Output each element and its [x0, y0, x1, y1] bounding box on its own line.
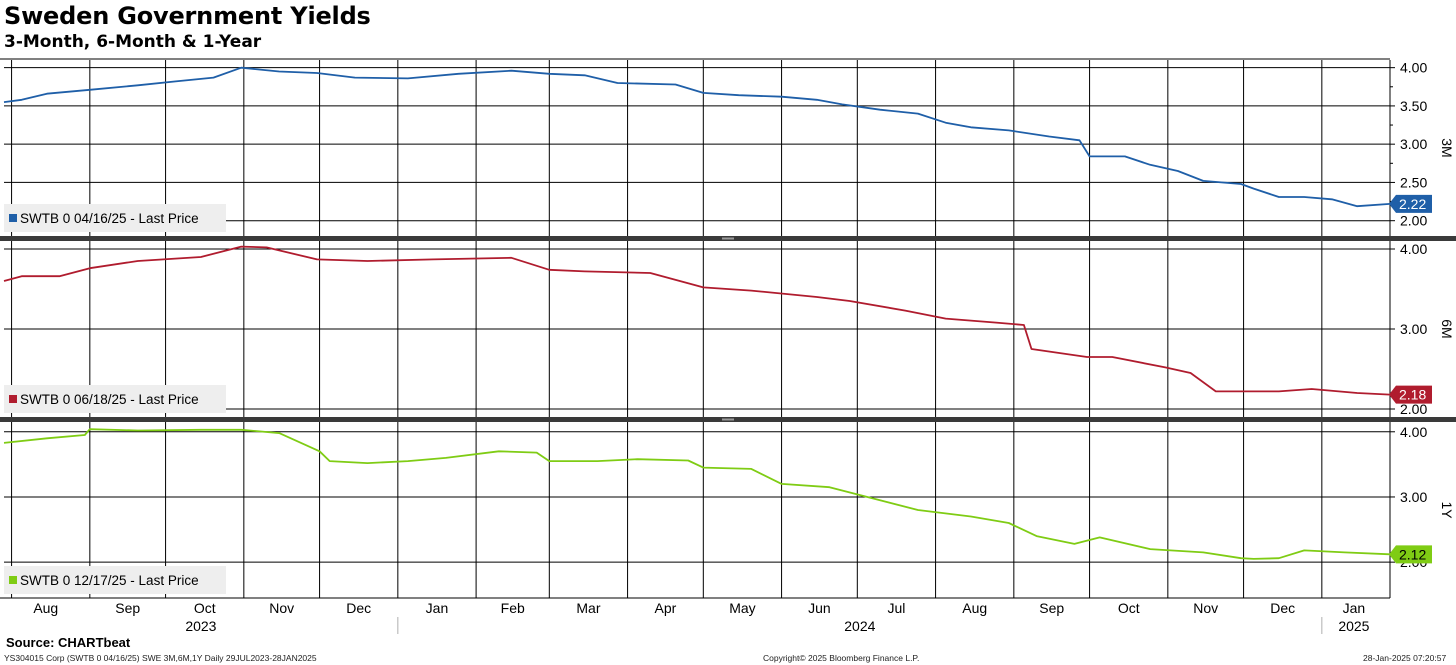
x-year-label: 2025 — [1338, 618, 1369, 634]
legend-box — [4, 385, 226, 413]
x-tick-label: Aug — [33, 600, 58, 616]
legend-swatch — [9, 214, 17, 222]
separator-handle — [722, 237, 734, 240]
x-tick-label: Jan — [426, 600, 449, 616]
legend-label: SWTB 0 04/16/25 - Last Price — [20, 211, 199, 226]
x-tick-label: Jun — [808, 600, 831, 616]
y-tick-label: 3.00 — [1400, 489, 1427, 505]
y-tick-label: 4.00 — [1400, 241, 1427, 257]
chart-subtitle: 3-Month, 6-Month & 1-Year — [4, 32, 262, 52]
x-tick-label: Jul — [887, 600, 905, 616]
x-year-label: 2024 — [844, 618, 875, 634]
x-tick-label: Sep — [115, 600, 140, 616]
x-tick-label: Feb — [501, 600, 525, 616]
y-tick-label: 2.50 — [1400, 174, 1427, 190]
copyright-text: Copyright© 2025 Bloomberg Finance L.P. — [763, 653, 920, 663]
last-value-badge — [1389, 385, 1432, 404]
x-tick-label: Apr — [655, 600, 677, 616]
x-tick-label: Nov — [269, 600, 294, 616]
x-tick-label: Sep — [1039, 600, 1064, 616]
x-year-label: 2023 — [185, 618, 216, 634]
source-label: Source: CHARTbeat — [6, 635, 131, 650]
x-tick-label: Oct — [194, 600, 216, 616]
legend-box — [4, 566, 226, 594]
series-line — [3, 66, 1391, 208]
y-tick-label: 3.50 — [1400, 98, 1427, 114]
x-tick-label: Aug — [962, 600, 987, 616]
ticker-info: YS304015 Corp (SWTB 0 04/16/25) SWE 3M,6… — [4, 653, 317, 663]
legend-label: SWTB 0 06/18/25 - Last Price — [20, 392, 199, 407]
chart-title: Sweden Government Yields — [4, 2, 371, 30]
last-value-label: 2.12 — [1399, 546, 1426, 562]
x-tick-label: Nov — [1193, 600, 1218, 616]
y-tick-label: 3.00 — [1400, 321, 1427, 337]
y-tick-label: 2.00 — [1400, 401, 1427, 417]
x-tick-label: Mar — [576, 600, 600, 616]
series-line — [3, 428, 1391, 560]
x-tick-label: Jan — [1343, 600, 1366, 616]
panel-axis-label: 6M — [1439, 319, 1455, 338]
legend-swatch — [9, 576, 17, 584]
last-value-badge — [1389, 194, 1432, 213]
y-tick-label: 2.00 — [1400, 213, 1427, 229]
last-value-label: 2.22 — [1399, 196, 1426, 212]
series-line — [3, 245, 1391, 396]
x-tick-label: May — [729, 600, 755, 616]
last-value-label: 2.18 — [1399, 387, 1426, 403]
last-value-badge — [1389, 545, 1432, 564]
x-tick-label: Dec — [346, 600, 371, 616]
panel-axis-label: 1Y — [1439, 501, 1455, 519]
legend-label: SWTB 0 12/17/25 - Last Price — [20, 573, 199, 588]
separator-handle — [722, 418, 734, 421]
x-tick-label: Oct — [1118, 600, 1140, 616]
y-tick-label: 4.00 — [1400, 424, 1427, 440]
panel-axis-label: 3M — [1439, 138, 1455, 157]
timestamp-text: 28-Jan-2025 07:20:57 — [1363, 653, 1447, 663]
x-tick-label: Dec — [1270, 600, 1295, 616]
legend-swatch — [9, 395, 17, 403]
y-tick-label: 4.00 — [1400, 60, 1427, 76]
y-tick-label: 3.00 — [1400, 136, 1427, 152]
legend-box — [4, 204, 226, 232]
